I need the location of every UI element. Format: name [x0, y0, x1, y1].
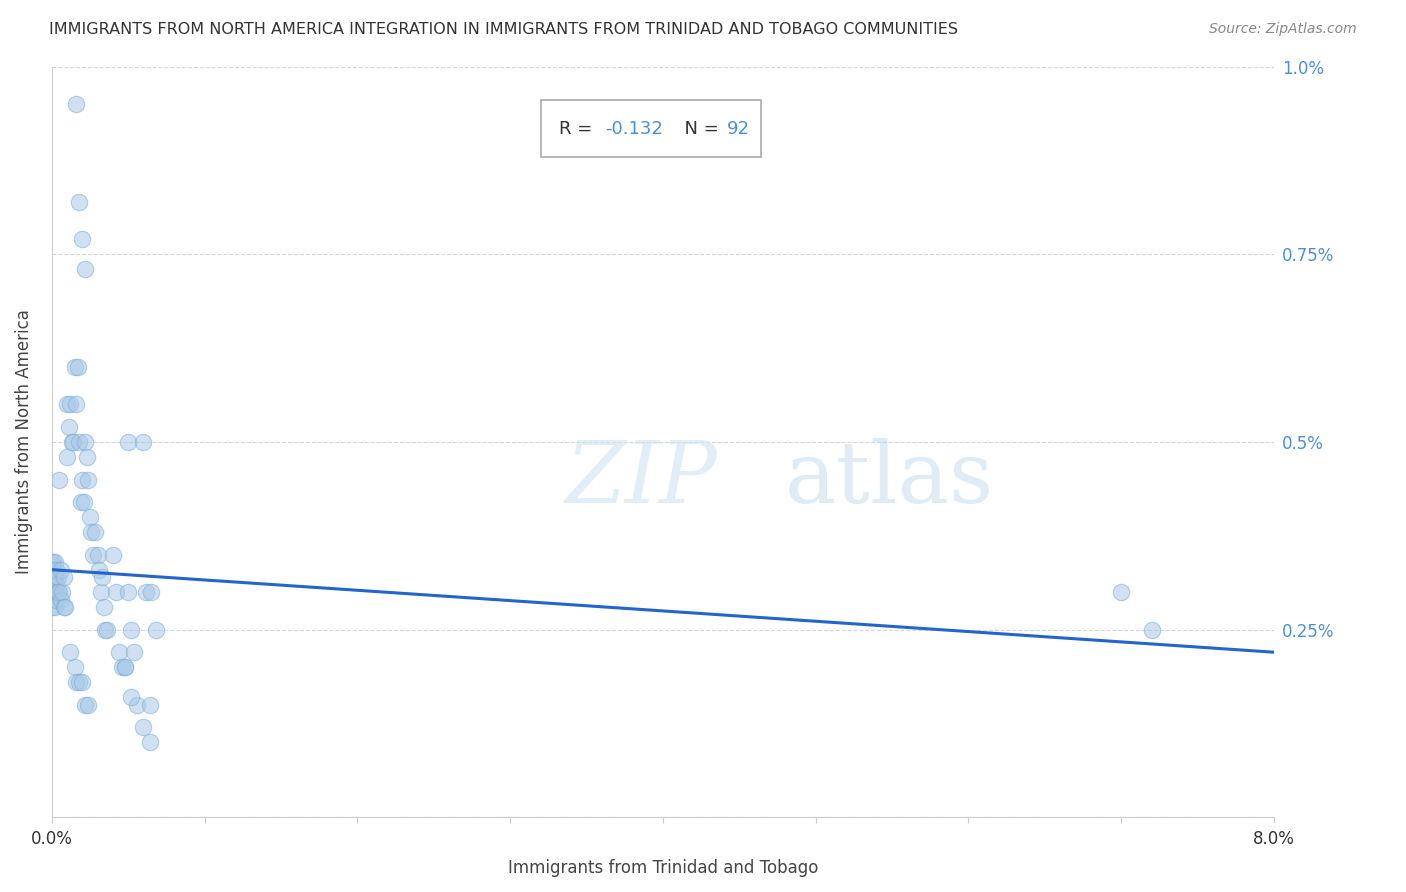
Point — [77, 698, 100, 712]
Point — [75, 435, 97, 450]
Point — [114, 660, 136, 674]
Point — [122, 645, 145, 659]
Point — [42, 585, 65, 599]
Point — [135, 585, 157, 599]
Point — [94, 623, 117, 637]
Point — [138, 735, 160, 749]
Point — [59, 397, 82, 411]
Point — [65, 97, 87, 112]
Point — [67, 194, 90, 209]
Point — [62, 435, 84, 450]
Point — [42, 577, 65, 591]
Point — [1109, 585, 1132, 599]
Point — [104, 585, 127, 599]
Point — [56, 450, 79, 464]
Point — [75, 262, 97, 277]
Point — [60, 435, 83, 450]
FancyBboxPatch shape — [541, 101, 761, 157]
Point — [44, 570, 66, 584]
Point — [42, 570, 65, 584]
Point — [108, 645, 131, 659]
Point — [111, 660, 134, 674]
Point — [114, 660, 136, 674]
Point — [80, 525, 103, 540]
Point — [58, 420, 80, 434]
Text: IMMIGRANTS FROM NORTH AMERICA INTEGRATION IN IMMIGRANTS FROM TRINIDAD AND TOBAGO: IMMIGRANTS FROM NORTH AMERICA INTEGRATIO… — [49, 22, 959, 37]
Point — [93, 600, 115, 615]
Point — [127, 698, 149, 712]
Point — [96, 623, 118, 637]
Point — [49, 563, 72, 577]
Text: N =: N = — [672, 120, 724, 137]
Point — [42, 563, 65, 577]
Point — [52, 600, 75, 615]
Point — [52, 570, 75, 584]
Point — [41, 600, 63, 615]
Point — [86, 548, 108, 562]
Point — [90, 585, 112, 599]
Point — [55, 600, 77, 615]
Point — [49, 592, 72, 607]
Point — [48, 585, 70, 599]
Point — [44, 600, 66, 615]
Point — [63, 660, 86, 674]
Point — [44, 585, 66, 599]
Point — [41, 585, 63, 599]
Point — [73, 495, 96, 509]
Text: R =: R = — [560, 120, 598, 137]
Point — [45, 577, 67, 591]
Point — [56, 397, 79, 411]
Text: ZIP: ZIP — [565, 438, 717, 521]
X-axis label: Immigrants from Trinidad and Tobago: Immigrants from Trinidad and Tobago — [508, 859, 818, 877]
Point — [87, 563, 110, 577]
Y-axis label: Immigrants from North America: Immigrants from North America — [15, 310, 32, 574]
Point — [77, 473, 100, 487]
Point — [72, 232, 94, 246]
Point — [66, 359, 89, 374]
Point — [82, 548, 104, 562]
Text: Source: ZipAtlas.com: Source: ZipAtlas.com — [1209, 22, 1357, 37]
Point — [59, 645, 82, 659]
Point — [67, 435, 90, 450]
Point — [65, 397, 87, 411]
Point — [45, 563, 67, 577]
Text: -0.132: -0.132 — [606, 120, 664, 137]
Text: atlas: atlas — [785, 438, 994, 521]
Point — [117, 585, 139, 599]
Point — [44, 555, 66, 569]
Point — [67, 675, 90, 690]
Point — [76, 450, 98, 464]
Point — [1140, 623, 1163, 637]
Point — [83, 525, 105, 540]
Point — [120, 690, 142, 705]
Point — [45, 592, 67, 607]
Point — [72, 675, 94, 690]
Point — [91, 570, 114, 584]
Point — [117, 435, 139, 450]
Point — [41, 555, 63, 569]
Point — [48, 473, 70, 487]
Point — [41, 570, 63, 584]
Point — [132, 435, 155, 450]
Point — [79, 510, 101, 524]
Point — [63, 359, 86, 374]
Point — [120, 623, 142, 637]
Point — [46, 570, 69, 584]
Point — [42, 555, 65, 569]
Point — [69, 495, 91, 509]
Point — [75, 698, 97, 712]
Point — [132, 720, 155, 734]
Point — [139, 585, 162, 599]
Point — [72, 473, 94, 487]
Point — [138, 698, 160, 712]
Point — [101, 548, 124, 562]
Point — [65, 675, 87, 690]
Text: 92: 92 — [727, 120, 749, 137]
Point — [51, 585, 73, 599]
Point — [46, 585, 69, 599]
Point — [145, 623, 167, 637]
